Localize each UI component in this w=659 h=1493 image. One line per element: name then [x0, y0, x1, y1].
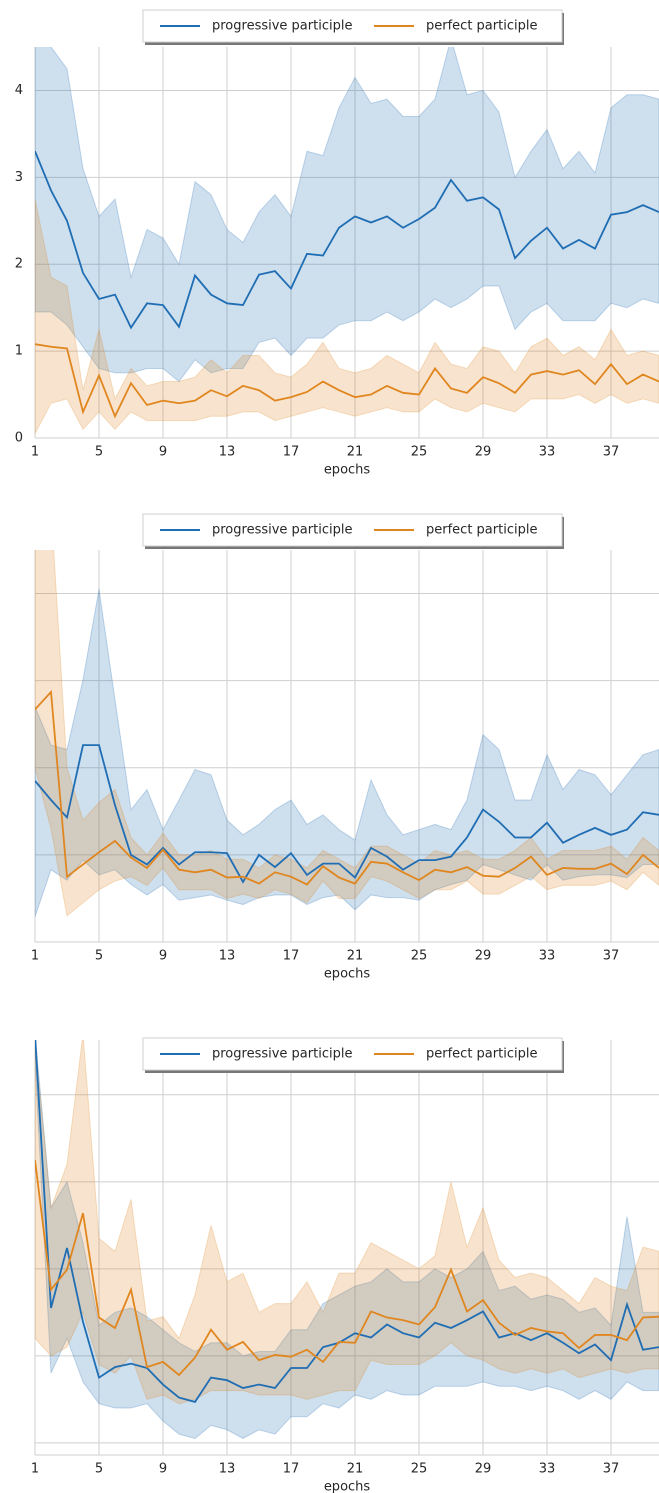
- confidence-band: [35, 550, 659, 917]
- x-tick-label: 1: [31, 949, 39, 964]
- series-line: [35, 1040, 659, 1403]
- x-tick-label: 13: [219, 949, 236, 964]
- chart-panel: 1 5 9 13 17 21 25 29 33 37 epochs progressive parti…: [31, 1037, 659, 1493]
- x-tick-label: 33: [539, 1462, 556, 1477]
- legend: progressive participle perfect participle: [142, 513, 564, 549]
- legend-label: progressive participle: [212, 19, 352, 34]
- x-tick-label: 21: [347, 445, 364, 460]
- y-tick-label: 1: [15, 344, 23, 359]
- x-tick-label: 33: [539, 445, 556, 460]
- x-tick-label: 21: [347, 1462, 364, 1477]
- series-line: [35, 1159, 659, 1377]
- y-tick-label: 2: [15, 257, 23, 272]
- y-tick-label: 3: [15, 170, 23, 185]
- legend-box: [142, 9, 563, 43]
- plot-area: [35, 47, 659, 434]
- x-tick-label: 37: [603, 445, 620, 460]
- series-line: [35, 150, 659, 330]
- x-tick-label: 29: [475, 949, 492, 964]
- x-tick-label: 5: [95, 1462, 103, 1477]
- x-tick-label: 1: [31, 1462, 39, 1477]
- plot-area: [35, 550, 659, 917]
- series-line: [35, 744, 659, 884]
- x-tick-label: 17: [283, 445, 300, 460]
- x-tick-label: 13: [219, 1462, 236, 1477]
- series-line: [35, 343, 659, 419]
- x-tick-label: 9: [159, 949, 167, 964]
- x-axis-label: epochs: [324, 463, 371, 478]
- x-tick-label: 9: [159, 445, 167, 460]
- y-tick-label: 4: [15, 83, 23, 98]
- legend-box: [142, 513, 563, 547]
- confidence-band: [35, 589, 659, 917]
- legend-box: [142, 1037, 563, 1071]
- legend: progressive participle perfect participle: [142, 1037, 564, 1073]
- legend-label: perfect participle: [426, 19, 537, 34]
- chart-panel: 1 5 9 13 17 21 25 29 33 37 epochs progressive parti…: [31, 513, 659, 982]
- x-tick-label: 29: [475, 1462, 492, 1477]
- x-tick-label: 13: [219, 445, 236, 460]
- legend-label: progressive participle: [212, 523, 352, 538]
- y-tick-label: 0: [15, 431, 23, 446]
- x-tick-label: 33: [539, 949, 556, 964]
- x-tick-label: 29: [475, 445, 492, 460]
- legend-label: progressive participle: [212, 1047, 352, 1062]
- confidence-band: [35, 47, 659, 383]
- x-axis-label: epochs: [324, 1480, 371, 1493]
- legend-label: perfect participle: [426, 1047, 537, 1062]
- x-tick-label: 37: [603, 949, 620, 964]
- plot-area: [35, 1040, 659, 1440]
- confidence-band: [35, 1040, 659, 1405]
- x-tick-label: 9: [159, 1462, 167, 1477]
- x-tick-label: 1: [31, 445, 39, 460]
- x-tick-label: 25: [411, 445, 428, 460]
- x-tick-label: 5: [95, 445, 103, 460]
- legend: progressive participle perfect participle: [142, 9, 564, 45]
- series-line: [35, 689, 659, 886]
- confidence-band: [35, 1040, 659, 1440]
- x-tick-label: 25: [411, 949, 428, 964]
- x-tick-label: 21: [347, 949, 364, 964]
- x-tick-label: 37: [603, 1462, 620, 1477]
- x-tick-label: 25: [411, 1462, 428, 1477]
- x-tick-label: 5: [95, 949, 103, 964]
- x-axis-label: epochs: [324, 967, 371, 982]
- x-tick-label: 17: [283, 949, 300, 964]
- x-tick-label: 17: [283, 1462, 300, 1477]
- legend-label: perfect participle: [426, 523, 537, 538]
- confidence-band: [35, 198, 659, 434]
